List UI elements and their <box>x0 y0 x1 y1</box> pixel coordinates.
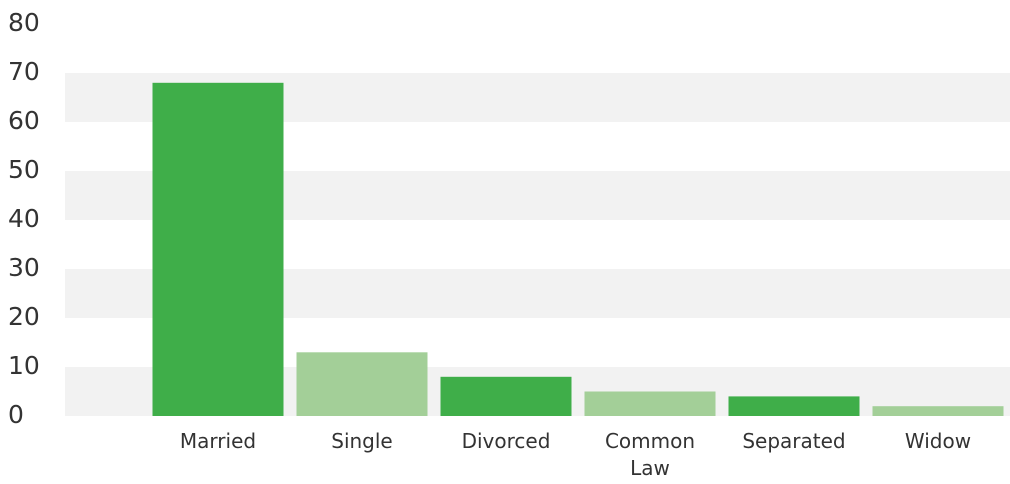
bar <box>584 391 716 416</box>
y-tick-label: 0 <box>8 400 24 429</box>
bar <box>872 406 1004 416</box>
y-tick-label: 80 <box>8 8 40 37</box>
bar <box>152 82 284 417</box>
x-tick-label: Widow <box>904 429 972 453</box>
y-tick-label: 10 <box>8 351 40 380</box>
y-tick-label: 20 <box>8 302 40 331</box>
x-tick-label: Common Law <box>604 429 696 480</box>
x-tick-label: Single <box>331 429 393 453</box>
y-tick-label: 40 <box>8 204 40 233</box>
y-tick-label: 70 <box>8 57 40 86</box>
x-tick-label: Divorced <box>461 429 551 453</box>
y-tick-label: 60 <box>8 106 40 135</box>
y-tick-label: 50 <box>8 155 40 184</box>
x-tick-label: Married <box>179 429 257 453</box>
y-tick-label: 30 <box>8 253 40 282</box>
bar <box>440 376 572 416</box>
x-tick-label: Separated <box>742 429 846 453</box>
bar <box>296 352 428 416</box>
bar <box>728 396 860 416</box>
